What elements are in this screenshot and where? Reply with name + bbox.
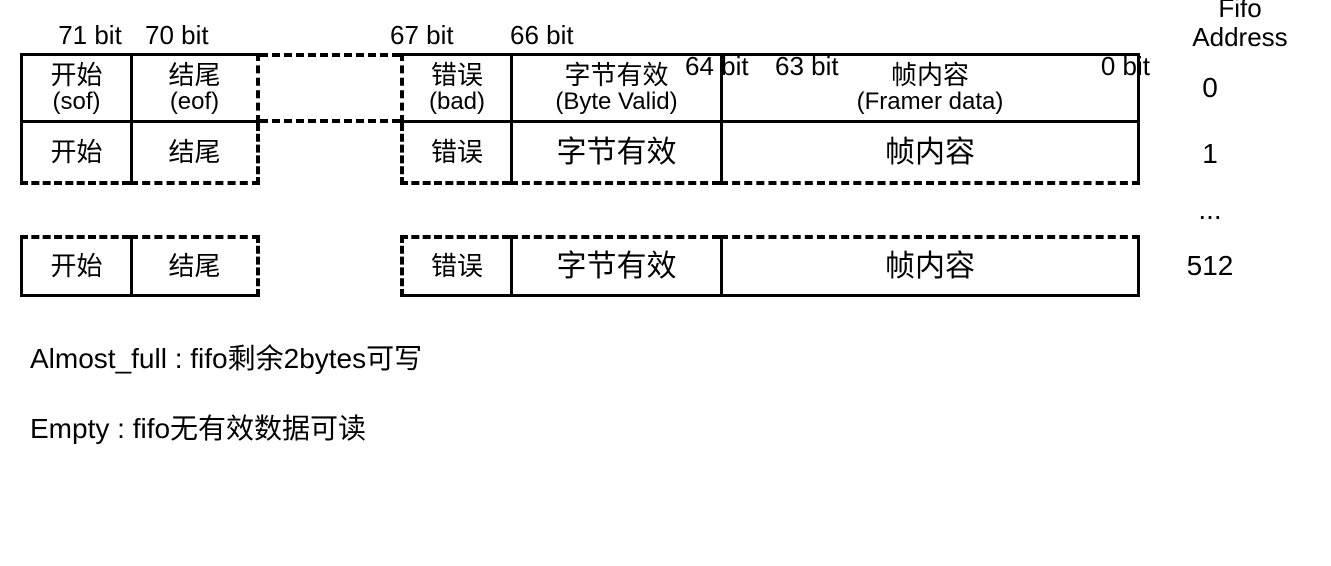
addr-cell: 512: [1140, 235, 1280, 297]
cell-framedata: 帧内容: [720, 235, 1140, 297]
bit-label-66: 66 bit: [510, 20, 574, 50]
sof-cn: 开始: [50, 252, 102, 281]
fd-en: (Framer data): [857, 89, 1004, 115]
table-gap-row: ...: [20, 185, 1310, 235]
note-empty: Empty : fifo无有效数据可读: [30, 407, 1310, 447]
fifo-diagram: 71 bit 70 bit 67 bit 66 bit 64 bit 63 bi…: [20, 20, 1310, 447]
eof-cn: 结尾: [168, 252, 220, 281]
bit-label-70: 70 bit: [145, 20, 275, 51]
sof-en: (sof): [53, 89, 101, 115]
cell-sof: 开始: [20, 123, 130, 185]
cell-eof: 结尾: [130, 123, 260, 185]
cell-sof: 开始 (sof): [20, 53, 130, 123]
addr-cell: 0: [1140, 53, 1280, 123]
cell-sof: 开始: [20, 235, 130, 297]
note-almost-full: Almost_full : fifo剩余2bytes可写: [30, 337, 1310, 377]
bad-cn: 错误: [431, 252, 483, 281]
cell-bad: 错误: [400, 235, 510, 297]
bad-cn: 错误: [431, 61, 483, 90]
notes: Almost_full : fifo剩余2bytes可写 Empty : fif…: [30, 337, 1310, 447]
cell-gap: [260, 123, 400, 185]
bit-label-71: 71 bit: [35, 20, 145, 51]
sof-cn: 开始: [50, 61, 102, 90]
addr-cell: ...: [1140, 185, 1280, 235]
cell-gap: [260, 235, 400, 297]
table-row: 开始 结尾 错误 字节有效 帧内容 1: [20, 123, 1310, 185]
fifo-table: 开始 (sof) 结尾 (eof) 错误 (bad) 字节有效 (Byte Va…: [20, 53, 1310, 297]
cell-framedata: 帧内容 (Framer data): [720, 53, 1140, 123]
cell-eof: 结尾: [130, 235, 260, 297]
bit-header-row: 71 bit 70 bit 67 bit 66 bit 64 bit 63 bi…: [20, 20, 1310, 51]
sof-cn: 开始: [50, 138, 102, 167]
cell-bytevalid: 字节有效: [510, 123, 720, 185]
fd-cn: 帧内容: [885, 136, 975, 169]
table-row: 开始 结尾 错误 字节有效 帧内容 512: [20, 235, 1310, 297]
cell-bad: 错误 (bad): [400, 53, 510, 123]
table-row: 开始 (sof) 结尾 (eof) 错误 (bad) 字节有效 (Byte Va…: [20, 53, 1310, 123]
address-label: Address: [1192, 22, 1287, 52]
bad-en: (bad): [429, 89, 485, 115]
cell-eof: 结尾 (eof): [130, 53, 260, 123]
cell-bytevalid: 字节有效 (Byte Valid): [510, 53, 720, 123]
bit-label-67: 67 bit: [390, 20, 454, 50]
bv-en: (Byte Valid): [555, 89, 677, 115]
addr-cell: 1: [1140, 123, 1280, 185]
fifo-label: Fifo: [1218, 0, 1261, 23]
cell-gap: [260, 53, 400, 123]
bv-cn: 字节有效: [557, 250, 677, 283]
fifo-address-header: Fifo Address: [1170, 0, 1310, 51]
bv-cn: 字节有效: [564, 61, 668, 90]
fd-cn: 帧内容: [891, 61, 969, 90]
bv-cn: 字节有效: [557, 136, 677, 169]
eof-en: (eof): [170, 89, 219, 115]
bad-cn: 错误: [431, 138, 483, 167]
eof-cn: 结尾: [168, 138, 220, 167]
cell-framedata: 帧内容: [720, 123, 1140, 185]
eof-cn: 结尾: [168, 61, 220, 90]
fd-cn: 帧内容: [885, 250, 975, 283]
cell-bytevalid: 字节有效: [510, 235, 720, 297]
cell-bad: 错误: [400, 123, 510, 185]
